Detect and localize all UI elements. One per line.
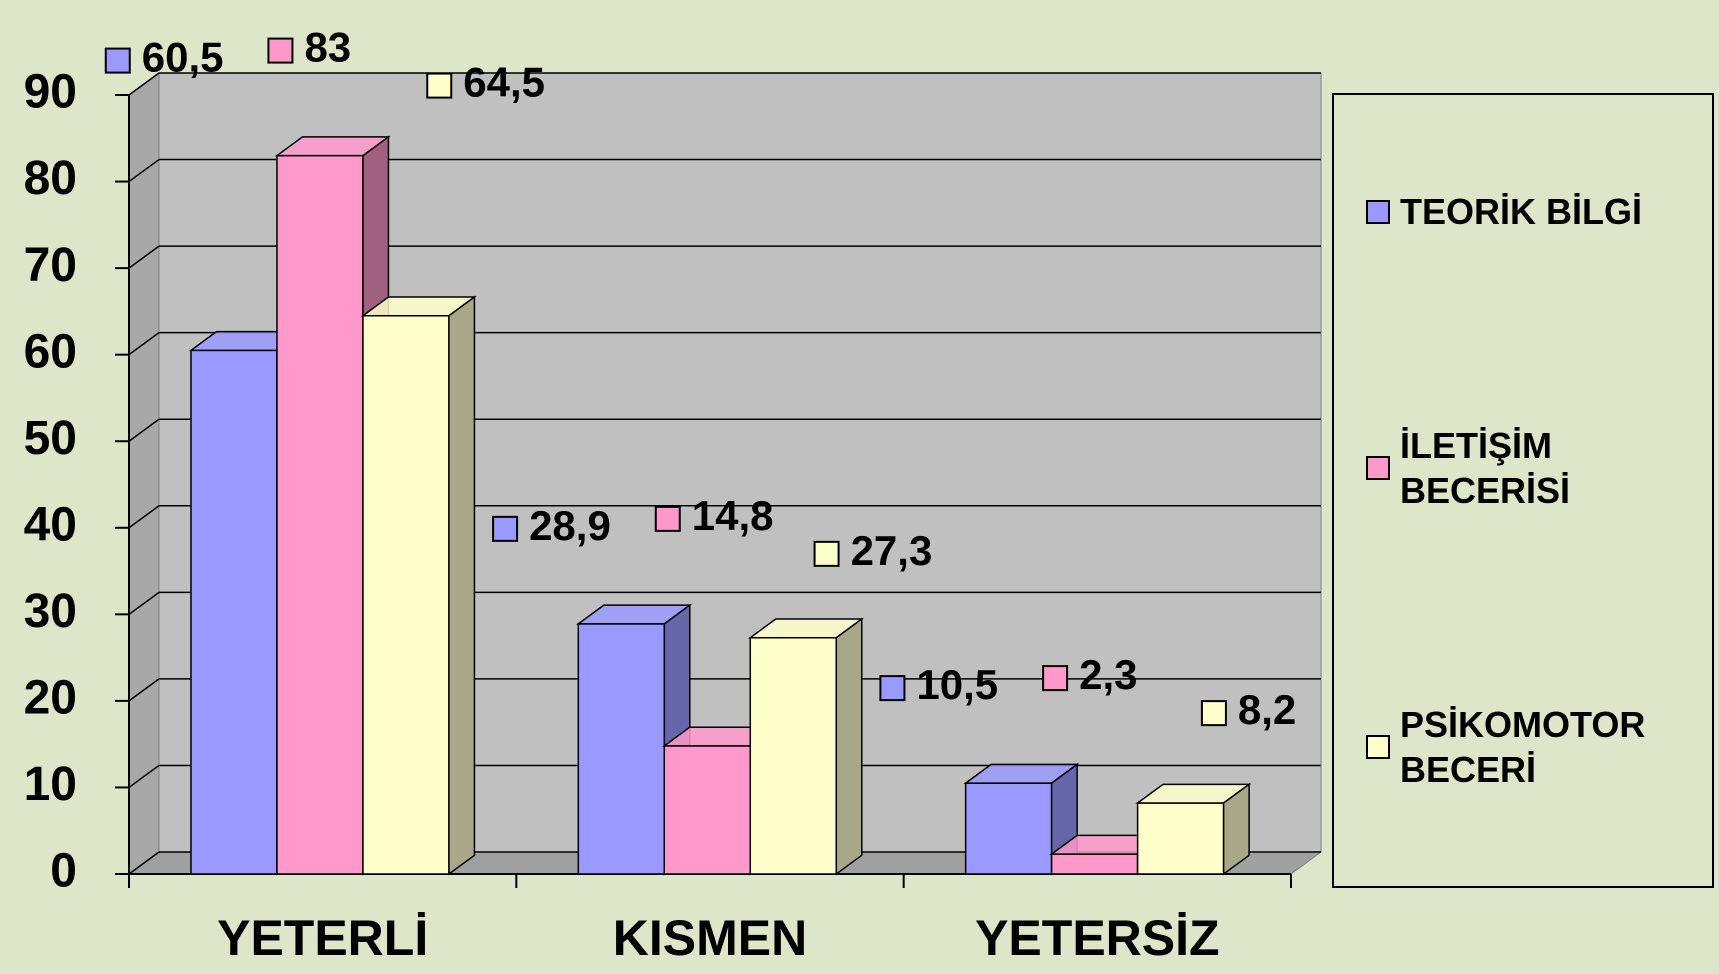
grid-line — [128, 851, 160, 875]
y-tick-label: 0 — [50, 845, 77, 898]
grid-line — [128, 418, 160, 442]
bar-side — [835, 617, 863, 876]
label-key — [813, 540, 840, 567]
bar — [663, 745, 752, 875]
grid-line — [128, 505, 160, 529]
y-tick-label: 40 — [24, 498, 77, 551]
x-tick-label: YETERSİZ — [975, 910, 1219, 966]
label-key — [654, 505, 681, 532]
bar — [1136, 802, 1225, 875]
legend-key — [1366, 734, 1390, 759]
label-key — [879, 675, 906, 702]
bar — [1050, 853, 1139, 875]
x-tick-label: KISMEN — [613, 910, 807, 966]
label-key — [426, 72, 453, 99]
value-label: 14,8 — [692, 492, 774, 539]
legend-entry: PSİKOMOTOR BECERİ — [1366, 702, 1712, 792]
legend-label: İLETİŞİM BECERİSİ — [1400, 424, 1571, 511]
label-key — [104, 47, 131, 74]
bar — [276, 154, 364, 875]
grid-line — [128, 678, 160, 702]
value-label: 8,2 — [1238, 686, 1296, 733]
label-key — [492, 515, 519, 542]
value-label: 10,5 — [916, 661, 998, 708]
y-tick-label: 90 — [24, 66, 77, 119]
legend-key — [1366, 455, 1390, 480]
label-key — [267, 37, 294, 64]
bar — [964, 782, 1053, 875]
value-label: 2,3 — [1079, 651, 1137, 698]
bar — [577, 623, 666, 875]
grid-line — [128, 332, 160, 356]
grid-line — [128, 72, 160, 96]
y-tick-label: 80 — [24, 152, 77, 205]
grid-line — [128, 245, 160, 269]
legend: TEORİK BİLGİ İLETİŞİM BECERİSİ PSİKOMOTOR … — [1332, 93, 1714, 888]
x-tick-label: YETERLİ — [217, 910, 428, 966]
y-tick-label: 10 — [24, 758, 77, 811]
legend-entry: TEORİK BİLGİ — [1366, 189, 1712, 234]
value-label: 27,3 — [851, 527, 933, 574]
bar — [190, 349, 278, 875]
side-wall — [128, 72, 160, 875]
legend-label: TEORİK BİLGİ — [1400, 191, 1642, 233]
chart: 0 10 20 30 40 50 60 70 80 90 YETERLİ 60,5 83 64,5 KISM… — [24, 24, 1323, 966]
label-key — [1200, 700, 1227, 727]
bar-side — [448, 295, 476, 876]
y-tick-label: 30 — [24, 585, 77, 638]
value-label: 60,5 — [142, 34, 224, 81]
value-label: 83 — [304, 24, 351, 71]
legend-label: PSİKOMOTOR BECERİ — [1400, 703, 1646, 790]
value-label: 28,9 — [529, 502, 611, 549]
label-key — [1042, 665, 1069, 692]
grid-line — [128, 764, 160, 789]
grid-line — [128, 158, 160, 183]
y-tick-label: 70 — [24, 239, 77, 292]
legend-key — [1366, 199, 1390, 224]
bar — [362, 314, 450, 875]
value-label: 64,5 — [463, 59, 545, 106]
y-tick-label: 20 — [24, 672, 77, 725]
y-tick-label: 50 — [24, 412, 77, 465]
bar-side — [1222, 782, 1250, 876]
grid-line — [128, 591, 160, 615]
bar — [749, 636, 838, 875]
legend-entry: İLETİŞİM BECERİSİ — [1366, 423, 1712, 513]
y-tick-label: 60 — [24, 325, 77, 378]
